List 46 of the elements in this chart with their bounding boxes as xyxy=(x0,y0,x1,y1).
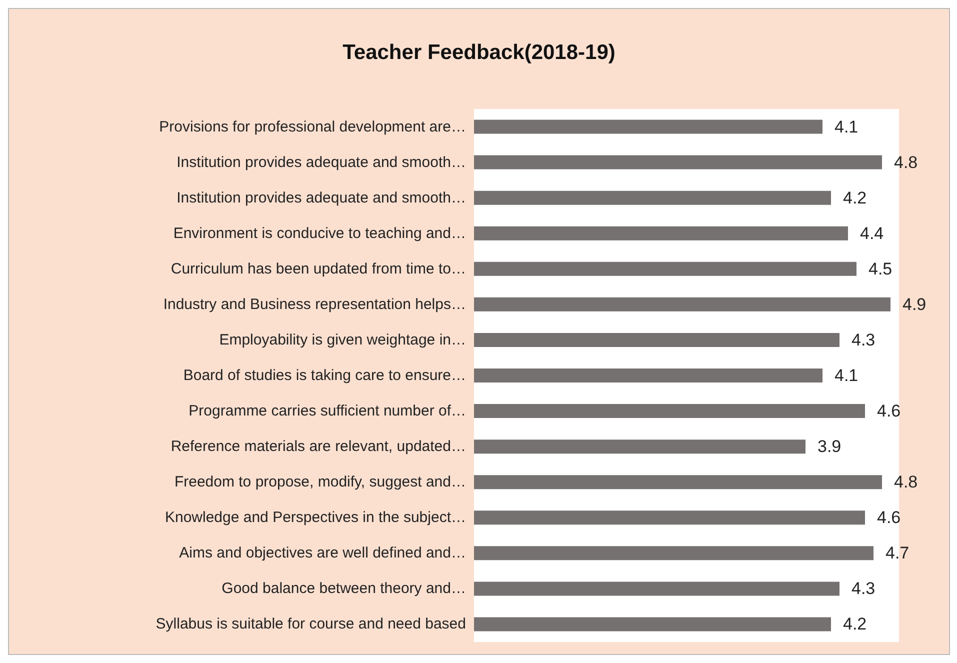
data-label: 4.7 xyxy=(886,544,910,563)
data-label: 4.8 xyxy=(894,472,918,492)
bar xyxy=(474,226,848,240)
data-label: 4.3 xyxy=(852,330,876,350)
y-tick-label: Programme carries sufficient number of… xyxy=(188,402,466,420)
bar xyxy=(474,368,822,382)
y-tick-label: Institution provides adequate and smooth… xyxy=(176,189,466,206)
y-tick-label: Curriculum has been updated from time to… xyxy=(170,260,466,278)
data-label: 4.1 xyxy=(834,366,858,385)
y-tick-label: Provisions for professional development are… xyxy=(159,118,466,136)
bar xyxy=(474,120,822,134)
bar xyxy=(474,510,865,525)
bar xyxy=(474,404,865,418)
bar xyxy=(474,155,882,170)
bar xyxy=(474,190,831,205)
bar xyxy=(474,617,831,632)
data-label: 3.9 xyxy=(818,437,842,456)
data-label: 4.1 xyxy=(834,117,858,136)
data-label: 4.2 xyxy=(843,614,867,634)
bar xyxy=(474,546,874,560)
chart-title: Teacher Feedback(2018-19) xyxy=(342,41,616,64)
bar xyxy=(474,475,882,490)
y-tick-label: Knowledge and Perspectives in the subject… xyxy=(164,509,466,526)
data-label: 4.2 xyxy=(843,188,867,208)
data-label: 4.9 xyxy=(902,294,926,314)
bar xyxy=(474,332,840,347)
y-tick-label: Industry and Business representation helps… xyxy=(163,296,466,313)
data-label: 4.8 xyxy=(894,152,918,172)
bar xyxy=(474,297,890,312)
data-label: 4.4 xyxy=(860,224,884,243)
y-tick-label: Good balance between theory and… xyxy=(222,580,466,598)
y-tick-label: Freedom to propose, modify, suggest and… xyxy=(174,474,466,491)
data-label: 4.6 xyxy=(877,402,901,421)
bar xyxy=(474,440,806,454)
y-tick-label: Employability is given weightage in… xyxy=(219,331,466,348)
y-tick-label: Institution provides adequate and smooth… xyxy=(176,154,466,171)
data-label: 4.5 xyxy=(868,259,892,278)
data-label: 4.6 xyxy=(877,508,901,528)
bar xyxy=(474,262,856,276)
y-tick-label: Syllabus is suitable for course and need based xyxy=(156,616,466,633)
y-tick-label: Reference materials are relevant, updated… xyxy=(170,438,466,456)
y-tick-label: Board of studies is taking care to ensure… xyxy=(183,367,466,384)
y-tick-label: Environment is conducive to teaching and… xyxy=(173,224,466,242)
bar xyxy=(474,582,840,596)
y-tick-label: Aims and objectives are well defined and… xyxy=(179,544,466,562)
data-label: 4.3 xyxy=(852,579,876,598)
